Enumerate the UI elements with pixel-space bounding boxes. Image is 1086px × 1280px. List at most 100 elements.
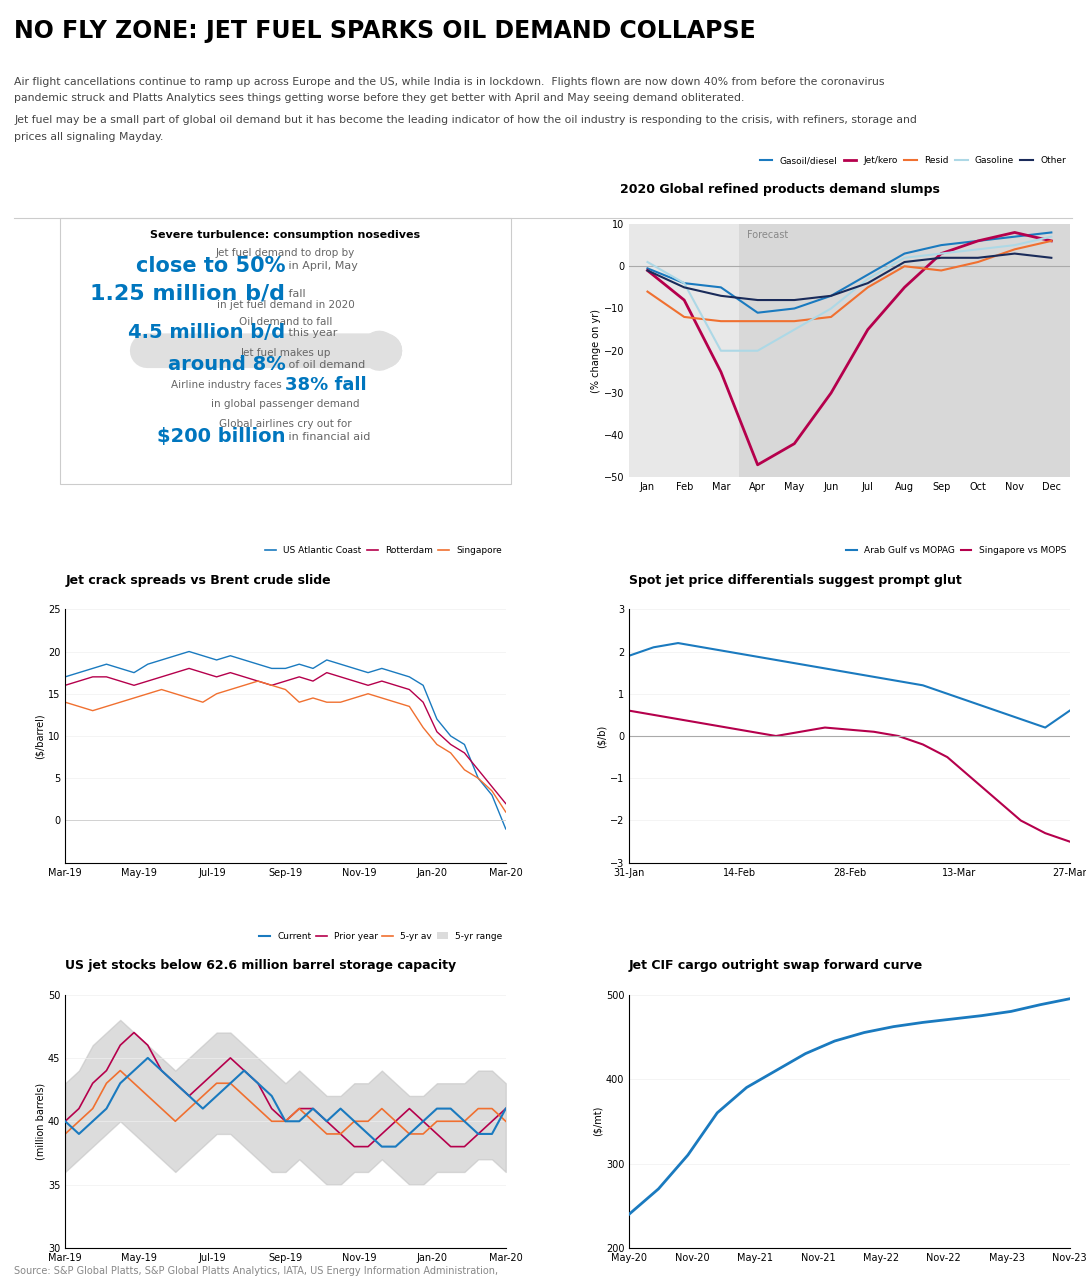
US Atlantic Coast (306, 660, 319, 676)
Current (265, 1088, 278, 1103)
Text: Jet crack spreads vs Brent crude slide: Jet crack spreads vs Brent crude slide (65, 573, 331, 586)
Current (458, 1114, 471, 1129)
Rotterdam (403, 682, 416, 698)
Rotterdam (265, 677, 278, 692)
Prior year (293, 1101, 306, 1116)
Prior year (168, 1075, 181, 1091)
5-yr av (279, 1114, 292, 1129)
Rotterdam (238, 669, 251, 685)
Y-axis label: ($/mt): ($/mt) (593, 1106, 603, 1137)
5-yr av (86, 1101, 99, 1116)
Text: Jet fuel makes up: Jet fuel makes up (240, 348, 330, 358)
5-yr av (320, 1126, 333, 1142)
Singapore (86, 703, 99, 718)
5-yr av (141, 1088, 154, 1103)
Singapore vs MOPS (745, 724, 758, 740)
US Atlantic Coast (114, 660, 127, 676)
5-yr av (238, 1088, 251, 1103)
5-yr av (265, 1114, 278, 1129)
Singapore (293, 695, 306, 710)
5-yr av (168, 1114, 181, 1129)
Prior year (403, 1101, 416, 1116)
US Atlantic Coast (197, 648, 210, 663)
Line: Current: Current (65, 1057, 506, 1147)
Prior year (182, 1088, 195, 1103)
5-yr av (155, 1101, 168, 1116)
Text: Airline industry faces: Airline industry faces (172, 380, 286, 390)
Singapore (127, 690, 140, 705)
Text: close to 50%: close to 50% (136, 256, 286, 275)
Singapore (306, 690, 319, 705)
5-yr av (293, 1101, 306, 1116)
Legend: US Atlantic Coast, Rotterdam, Singapore: US Atlantic Coast, Rotterdam, Singapore (262, 543, 506, 559)
5-yr av (471, 1101, 484, 1116)
Rotterdam (210, 669, 223, 685)
Prior year (500, 1101, 513, 1116)
Prior year (334, 1126, 348, 1142)
Rotterdam (127, 677, 140, 692)
US Atlantic Coast (334, 657, 348, 672)
5-yr av (334, 1126, 348, 1142)
Rotterdam (389, 677, 402, 692)
Arab Gulf vs MOPAG (671, 635, 684, 650)
Rotterdam (362, 677, 375, 692)
Singapore (197, 695, 210, 710)
5-yr av (114, 1062, 127, 1078)
Prior year (210, 1062, 223, 1078)
5-yr av (197, 1088, 210, 1103)
US Atlantic Coast (265, 660, 278, 676)
Prior year (348, 1139, 361, 1155)
Arab Gulf vs MOPAG (794, 657, 807, 672)
Arab Gulf vs MOPAG (1038, 719, 1051, 735)
Arab Gulf vs MOPAG (892, 673, 905, 689)
Text: Air flight cancellations continue to ramp up across Europe and the US, while Ind: Air flight cancellations continue to ram… (14, 77, 885, 87)
US Atlantic Coast (389, 664, 402, 680)
US Atlantic Coast (182, 644, 195, 659)
Arab Gulf vs MOPAG (696, 640, 709, 655)
Rotterdam (224, 664, 237, 680)
Text: around 8%: around 8% (167, 355, 286, 374)
US Atlantic Coast (141, 657, 154, 672)
Prior year (444, 1139, 457, 1155)
Current (444, 1101, 457, 1116)
Current (348, 1114, 361, 1129)
Arab Gulf vs MOPAG (989, 703, 1002, 718)
Rotterdam (471, 762, 484, 777)
Rotterdam (100, 669, 113, 685)
Singapore vs MOPS (720, 719, 733, 735)
Text: in global passenger demand: in global passenger demand (211, 399, 359, 410)
Bar (740, 224, 1070, 477)
Current (389, 1139, 402, 1155)
Text: Jet CIF cargo outright swap forward curve: Jet CIF cargo outright swap forward curv… (629, 959, 923, 972)
5-yr av (362, 1114, 375, 1129)
Singapore (182, 690, 195, 705)
Prior year (458, 1139, 471, 1155)
Rotterdam (73, 673, 86, 689)
Prior year (376, 1126, 389, 1142)
Text: prices all signaling Mayday.: prices all signaling Mayday. (14, 132, 164, 142)
Current (59, 1114, 72, 1129)
Singapore vs MOPS (770, 728, 783, 744)
Rotterdam (500, 796, 513, 812)
Rotterdam (430, 724, 443, 740)
US Atlantic Coast (293, 657, 306, 672)
US Atlantic Coast (127, 664, 140, 680)
Arab Gulf vs MOPAG (940, 686, 954, 701)
Singapore (500, 804, 513, 819)
Singapore (334, 695, 348, 710)
US Atlantic Coast (251, 657, 264, 672)
Line: US Atlantic Coast: US Atlantic Coast (65, 652, 506, 829)
Current (471, 1126, 484, 1142)
Rotterdam (320, 664, 333, 680)
Prior year (224, 1050, 237, 1065)
Prior year (197, 1075, 210, 1091)
US Atlantic Coast (458, 737, 471, 753)
Current (334, 1101, 348, 1116)
US Atlantic Coast (348, 660, 361, 676)
Current (182, 1088, 195, 1103)
Text: 1.25 million b/d: 1.25 million b/d (90, 284, 286, 303)
Singapore (168, 686, 181, 701)
Prior year (279, 1114, 292, 1129)
Text: Jet fuel may be a small part of global oil demand but it has become the leading : Jet fuel may be a small part of global o… (14, 115, 917, 125)
Singapore (485, 783, 498, 799)
